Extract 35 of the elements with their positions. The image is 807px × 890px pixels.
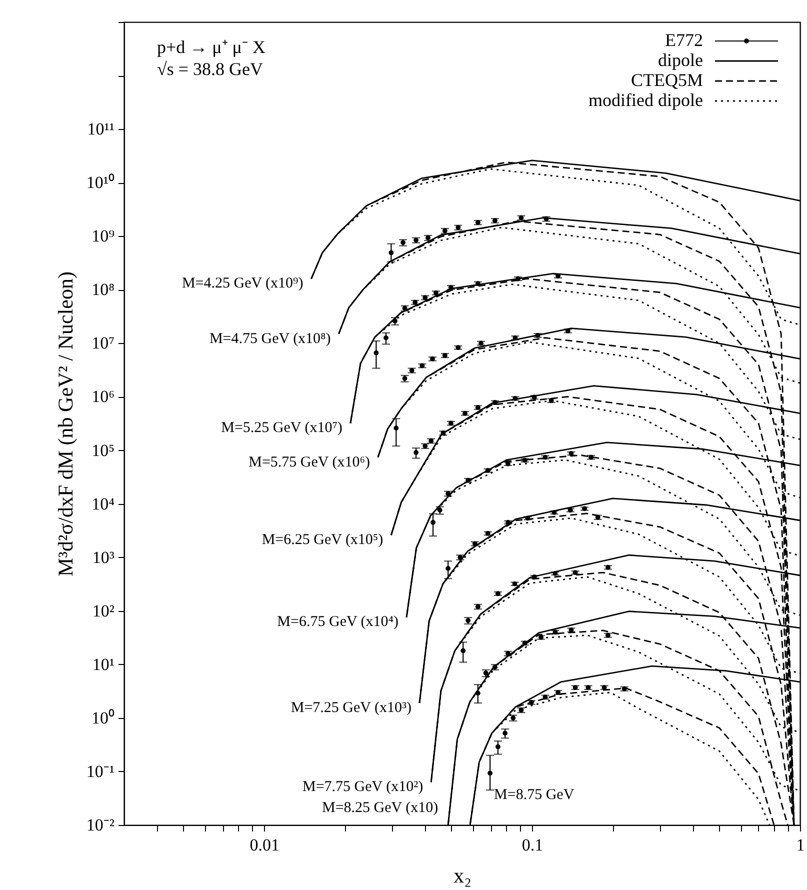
x-axis-title: x₂: [454, 864, 472, 888]
annotation: M=5.75 GeV (x10⁶): [248, 454, 370, 470]
annotation: M=8.25 GeV (x10): [322, 800, 438, 816]
y-tick-label: 10¹¹: [87, 120, 114, 139]
annotation: p+d → μ⁺ μ⁻ X: [157, 37, 266, 57]
y-axis-title: M³d²σ/dxF dM (nb GeV² / Nucleon): [53, 272, 78, 576]
annotation: M=7.25 GeV (x10³): [290, 700, 412, 716]
y-tick-label: 10⁴: [92, 494, 115, 514]
x-tick-label: 0.1: [522, 836, 544, 854]
annotation: √s = 38.8 GeV: [157, 59, 264, 79]
annotation: M=5.25 GeV (x10⁷): [221, 420, 342, 436]
y-tick-label: 10⁵: [92, 440, 115, 460]
legend-label: modified dipole: [588, 90, 704, 110]
y-tick-label: 10²: [92, 601, 114, 620]
annotation: M=6.75 GeV (x10⁴): [277, 614, 399, 630]
y-tick-label: 10¹⁰: [86, 173, 114, 192]
y-tick-label: 10⁶: [92, 387, 115, 406]
y-tick-label: 10⁷: [92, 334, 115, 353]
y-tick-label: 10⁻¹: [86, 762, 114, 781]
x-tick-label: 1: [796, 836, 805, 854]
annotation: M=8.75 GeV: [494, 787, 574, 804]
y-tick-label: 10⁻²: [86, 816, 114, 834]
legend-label: E772: [665, 30, 703, 50]
y-tick-label: 10⁰: [92, 708, 114, 728]
annotation: M=4.25 GeV (x10⁹): [182, 276, 304, 292]
annotation: M=4.75 GeV (x10⁸): [209, 330, 331, 347]
annotation: M=7.75 GeV (x10²): [302, 779, 424, 796]
y-tick-label: 10¹: [92, 654, 114, 674]
y-tick-label: 10⁸: [92, 280, 115, 300]
annotation: M=6.25 GeV (x10⁵): [262, 532, 384, 548]
legend-label: CTEQ5M: [631, 70, 703, 90]
x-tick-label: 0.01: [250, 836, 280, 854]
y-tick-label: 10⁹: [92, 226, 115, 246]
legend-label: dipole: [658, 50, 703, 70]
y-tick-label: 10³: [92, 548, 114, 567]
